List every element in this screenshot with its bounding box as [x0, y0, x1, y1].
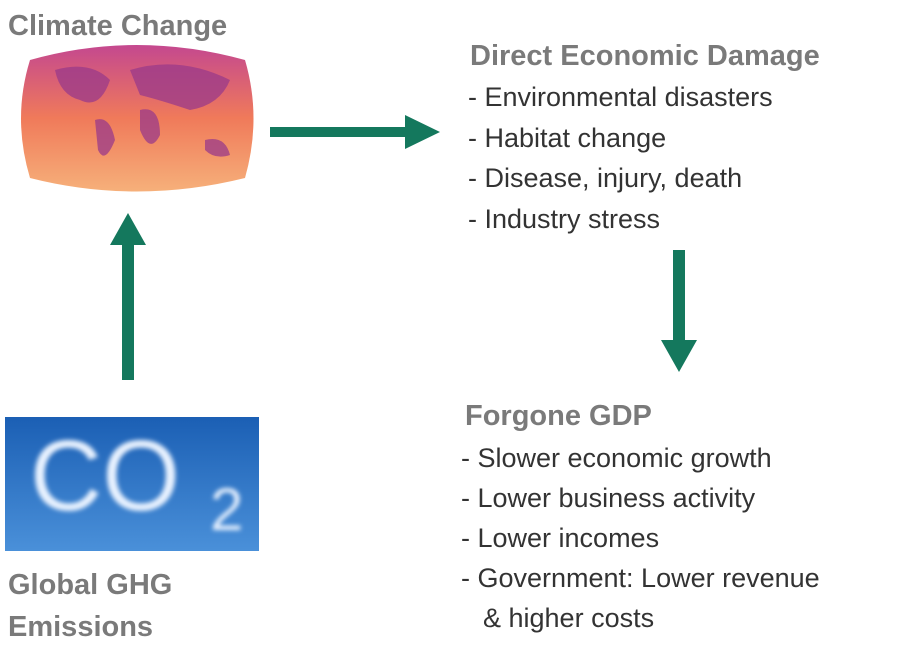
list-item: - Lower incomes — [461, 523, 659, 554]
co2-text: CO — [30, 420, 180, 532]
co2-subscript: 2 — [210, 476, 243, 543]
node-title: Forgone GDP — [465, 400, 652, 433]
page: CO 2 Climate Change Direct Economic Dama… — [0, 0, 899, 643]
node-title: Direct Economic Damage — [470, 40, 820, 73]
arrow-down — [661, 250, 697, 372]
arrow-right — [270, 115, 440, 149]
list-item: - Environmental disasters — [468, 82, 773, 113]
list-item: - Slower economic growth — [461, 443, 772, 474]
list-item: - Disease, injury, death — [468, 163, 742, 194]
arrow-up — [110, 213, 146, 380]
list-item: - Industry stress — [468, 204, 660, 235]
list-item: & higher costs — [483, 603, 654, 634]
node-title: Climate Change — [8, 10, 227, 43]
list-item: - Lower business activity — [461, 483, 755, 514]
node-title: Global GHG Emissions — [8, 564, 238, 648]
world-map — [21, 45, 254, 192]
list-item: - Habitat change — [468, 123, 666, 154]
list-item: - Government: Lower revenue — [461, 563, 820, 594]
co2-image: CO 2 — [5, 417, 259, 551]
